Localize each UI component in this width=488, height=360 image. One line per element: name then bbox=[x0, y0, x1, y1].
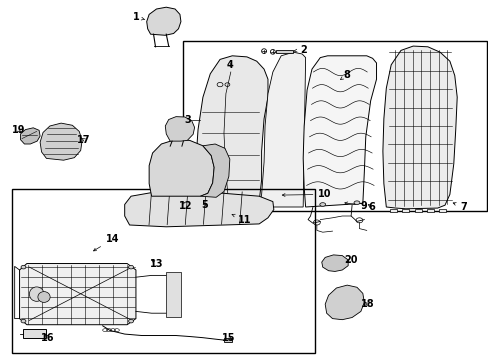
Polygon shape bbox=[325, 285, 364, 320]
Ellipse shape bbox=[128, 265, 133, 269]
Polygon shape bbox=[303, 56, 376, 207]
Text: 11: 11 bbox=[232, 214, 251, 225]
Text: 2: 2 bbox=[293, 45, 306, 55]
Text: 6: 6 bbox=[367, 202, 374, 212]
Text: 12: 12 bbox=[179, 201, 192, 211]
Polygon shape bbox=[165, 117, 194, 141]
Text: 13: 13 bbox=[149, 258, 163, 269]
Ellipse shape bbox=[21, 265, 26, 269]
Polygon shape bbox=[321, 255, 347, 271]
Polygon shape bbox=[402, 209, 408, 212]
Ellipse shape bbox=[128, 319, 133, 323]
Polygon shape bbox=[224, 338, 232, 342]
Text: 10: 10 bbox=[282, 189, 331, 199]
Text: 20: 20 bbox=[344, 255, 357, 265]
Polygon shape bbox=[382, 46, 456, 209]
Text: 1: 1 bbox=[132, 12, 144, 22]
Polygon shape bbox=[195, 56, 267, 207]
Polygon shape bbox=[276, 50, 293, 53]
Polygon shape bbox=[414, 209, 421, 212]
Text: 15: 15 bbox=[222, 333, 235, 343]
Ellipse shape bbox=[353, 201, 359, 204]
Text: 17: 17 bbox=[77, 135, 91, 145]
Polygon shape bbox=[40, 123, 82, 160]
Text: 14: 14 bbox=[93, 234, 119, 251]
Polygon shape bbox=[426, 209, 433, 212]
Text: 4: 4 bbox=[226, 60, 233, 70]
Polygon shape bbox=[20, 128, 40, 144]
Text: 19: 19 bbox=[12, 125, 25, 135]
Text: 3: 3 bbox=[183, 114, 190, 125]
Text: 7: 7 bbox=[452, 202, 466, 212]
Polygon shape bbox=[149, 140, 214, 196]
Polygon shape bbox=[259, 52, 305, 207]
Polygon shape bbox=[20, 264, 136, 325]
Polygon shape bbox=[200, 144, 229, 197]
Text: 16: 16 bbox=[41, 333, 55, 343]
Polygon shape bbox=[438, 209, 445, 212]
Ellipse shape bbox=[29, 287, 44, 301]
Polygon shape bbox=[146, 7, 181, 35]
Polygon shape bbox=[166, 272, 181, 317]
Ellipse shape bbox=[38, 292, 50, 302]
Text: 8: 8 bbox=[340, 70, 350, 80]
Polygon shape bbox=[389, 209, 396, 212]
Ellipse shape bbox=[319, 203, 325, 206]
Polygon shape bbox=[23, 329, 46, 338]
Text: 18: 18 bbox=[360, 299, 374, 309]
Polygon shape bbox=[124, 193, 273, 227]
Text: 9: 9 bbox=[344, 201, 367, 211]
Ellipse shape bbox=[21, 319, 26, 323]
Text: 5: 5 bbox=[201, 200, 207, 210]
